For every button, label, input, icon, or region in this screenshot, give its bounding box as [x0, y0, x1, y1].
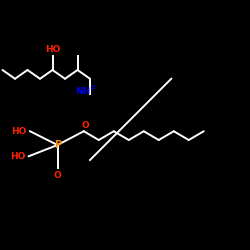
Text: HO: HO [45, 46, 60, 54]
Text: 2: 2 [90, 85, 95, 90]
Text: HO: HO [10, 152, 26, 161]
Text: O: O [81, 121, 89, 130]
Text: NH: NH [75, 87, 90, 96]
Text: P: P [54, 140, 61, 150]
Text: O: O [54, 170, 62, 179]
Text: HO: HO [12, 127, 27, 136]
